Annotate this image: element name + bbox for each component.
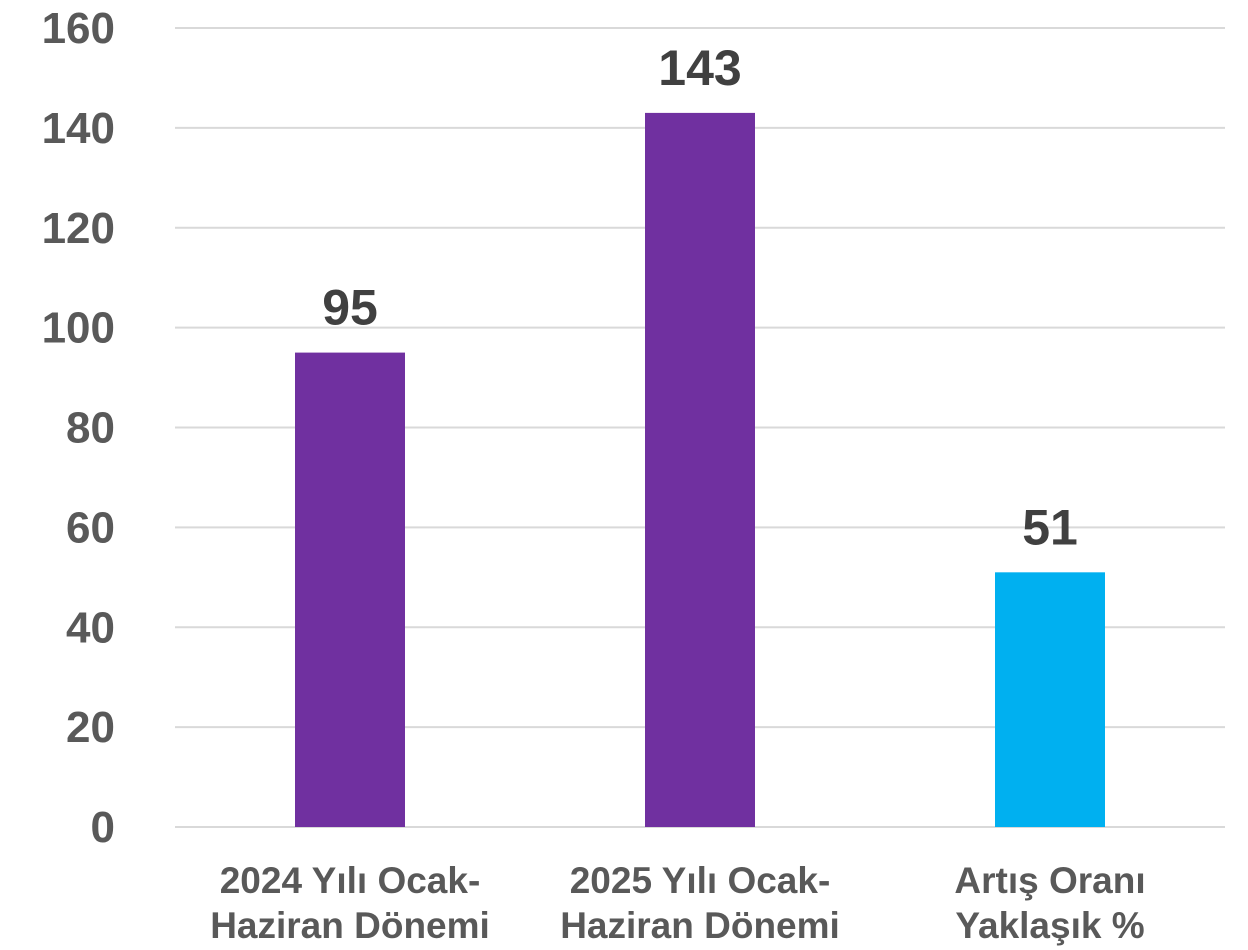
bars (295, 112, 1105, 828)
bar (645, 112, 755, 828)
bar (995, 572, 1105, 827)
data-label: 51 (1022, 499, 1078, 555)
data-label: 143 (658, 40, 741, 96)
category-label: 2025 Yılı Ocak- (570, 860, 831, 901)
y-tick-label: 80 (66, 404, 115, 453)
y-tick-label: 0 (91, 803, 115, 852)
y-axis-tick-labels: 0 20 40 60 80 100 120 140 160 (42, 4, 115, 852)
category-label: Haziran Dönemi (560, 905, 840, 946)
category-label: Haziran Dönemi (210, 905, 490, 946)
y-tick-label: 20 (66, 703, 115, 752)
category-label: 2024 Yılı Ocak- (220, 860, 481, 901)
category-label: Yaklaşık % (955, 905, 1144, 946)
y-tick-label: 100 (42, 304, 115, 353)
bar (295, 352, 405, 827)
category-label: Artış Oranı (954, 860, 1145, 901)
y-tick-label: 40 (66, 603, 115, 652)
y-tick-label: 160 (42, 4, 115, 53)
data-labels: 95 143 51 (322, 40, 1078, 555)
data-label: 95 (322, 280, 378, 336)
y-tick-label: 120 (42, 204, 115, 253)
y-tick-label: 140 (42, 104, 115, 153)
y-tick-label: 60 (66, 503, 115, 552)
